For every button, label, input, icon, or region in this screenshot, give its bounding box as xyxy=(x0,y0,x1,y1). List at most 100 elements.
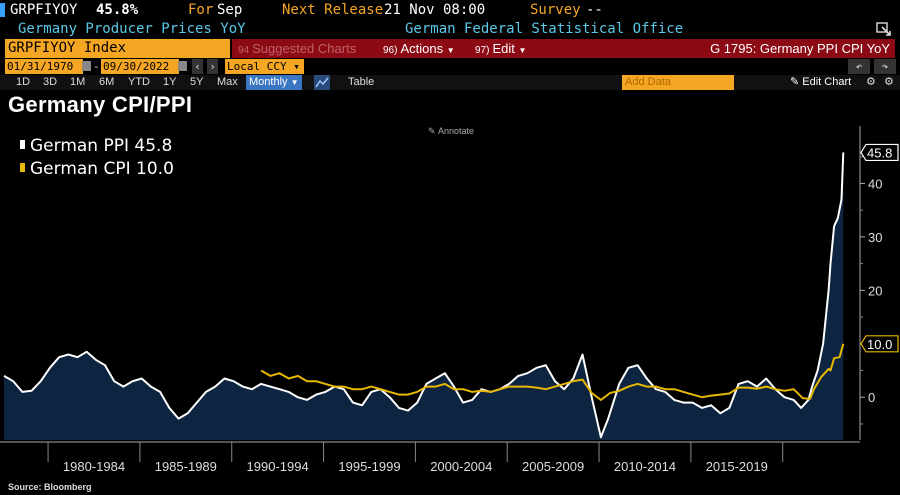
survey-label: Survey xyxy=(530,2,581,18)
edit-label: Edit xyxy=(492,41,515,56)
value-tag-text: 10.0 xyxy=(867,337,892,352)
cpi-legend-label: German CPI 10.0 xyxy=(30,159,174,179)
y-tick-label: 40 xyxy=(868,176,882,191)
value-tag-box xyxy=(860,143,899,162)
ppi-legend-value: 45.8 xyxy=(134,136,172,156)
tab-1y[interactable]: 1Y xyxy=(163,76,177,88)
graph-title: G 1795: Germany PPI CPI YoY xyxy=(710,41,890,56)
cpi-legend-swatch xyxy=(20,163,25,172)
currency-select[interactable]: Local CCY xyxy=(225,59,304,74)
edit-chart-button[interactable]: ✎ Edit Chart xyxy=(790,75,851,90)
ppi-series-line xyxy=(3,152,845,439)
actions-num: 96) xyxy=(383,45,398,56)
menu-bar xyxy=(232,39,895,58)
actions-label: Actions xyxy=(400,41,444,56)
ppi-area-fill xyxy=(4,152,844,440)
range-dash: - xyxy=(93,60,100,73)
suggested-num: 94 xyxy=(238,45,250,56)
edit-button[interactable]: 97) Edit ▼ xyxy=(475,39,526,60)
tab-1m[interactable]: 1M xyxy=(70,76,86,88)
pencil-icon: ✎ xyxy=(790,76,800,88)
x-tick-label: 1995-1999 xyxy=(338,459,400,474)
cpi-legend-value: 10.0 xyxy=(136,159,174,179)
ppi-last-value-label: 45.8 xyxy=(860,143,899,162)
x-tick-label: 1990-1994 xyxy=(247,459,309,474)
ppi-legend-label: German PPI 45.8 xyxy=(30,136,172,156)
source-note: Source: Bloomberg xyxy=(8,482,92,492)
line-chart-icon[interactable] xyxy=(314,75,330,90)
suggested-charts-button[interactable]: 94 Suggested Charts xyxy=(238,39,356,60)
prev-arrow-icon[interactable]: ‹ xyxy=(192,59,203,74)
cpi-series-line xyxy=(260,343,845,401)
start-date-input[interactable]: 01/31/1970 xyxy=(5,59,83,74)
edit-num: 97) xyxy=(475,45,490,56)
y-axis: 01020304045.810.0 xyxy=(859,126,899,440)
next-arrow-icon[interactable]: › xyxy=(207,59,218,74)
period-toolbar: 1D 3D 1M 6M YTD 1Y 5Y Max Monthly ▼ Tabl… xyxy=(0,75,900,90)
ticker-value: 45.8% xyxy=(96,2,139,18)
x-tick-label: 1985-1989 xyxy=(155,459,217,474)
ppi-legend-swatch xyxy=(20,140,25,149)
redo-icon[interactable]: ↷ xyxy=(874,59,896,74)
actions-button[interactable]: 96) Actions ▼ xyxy=(383,39,455,60)
y-tick-label: 30 xyxy=(868,230,882,245)
table-button[interactable]: Table xyxy=(348,76,375,88)
end-date-input[interactable]: 09/30/2022 xyxy=(101,59,179,74)
survey-value: -- xyxy=(586,2,603,18)
frequency-label: Monthly xyxy=(249,76,288,88)
currency-label: Local CCY xyxy=(227,60,287,73)
calendar-icon[interactable] xyxy=(82,61,91,71)
chart-title: Germany CPI/PPI xyxy=(8,92,193,117)
x-tick-label: 2000-2004 xyxy=(430,459,492,474)
x-axis: 1980-1984 1985-1989 1990-1994 1995-1999 2000… xyxy=(0,441,860,474)
description-row: Germany Producer Prices YoY German Feder… xyxy=(0,20,900,38)
for-label: For xyxy=(188,2,214,18)
value-tag-text: 45.8 xyxy=(867,145,892,160)
value-tag-box xyxy=(860,335,899,353)
tab-max[interactable]: Max xyxy=(217,76,238,88)
pencil-icon: ✎ xyxy=(428,126,436,136)
suggested-label: Suggested Charts xyxy=(252,41,357,56)
settings-icon[interactable]: ⚙ xyxy=(866,76,876,88)
chevron-down-icon: ▼ xyxy=(290,78,299,87)
next-release-value: 21 Nov 08:00 xyxy=(384,2,486,18)
chevron-down-icon: ▼ xyxy=(518,46,527,55)
ticker-header: GRPFIYOY 45.8% For Sep Next Release 21 N… xyxy=(0,0,900,20)
x-tick-label: 2010-2014 xyxy=(614,459,676,474)
next-release-label: Next Release xyxy=(282,2,384,18)
for-value: Sep xyxy=(217,2,243,18)
annotate-label: Annotate xyxy=(438,126,474,136)
data-source: German Federal Statistical Office xyxy=(405,21,684,37)
chevron-down-icon[interactable]: ▾ xyxy=(292,59,301,74)
y-tick-label: 0 xyxy=(868,390,875,405)
add-data-input[interactable]: Add Data xyxy=(622,75,734,90)
tab-1d[interactable]: 1D xyxy=(16,76,31,88)
plot-area xyxy=(3,152,845,440)
tab-6m[interactable]: 6M xyxy=(99,76,115,88)
ppi-legend-name: German PPI xyxy=(30,136,129,156)
x-tick-label: 2015-2019 xyxy=(706,459,768,474)
toolbar: GRPFIYOY Index 94 Suggested Charts 96) Act… xyxy=(0,39,900,58)
calendar-icon[interactable] xyxy=(178,61,187,71)
cpi-legend-name: German CPI xyxy=(30,159,131,179)
undo-icon[interactable]: ↶ xyxy=(848,59,870,74)
security-input[interactable]: GRPFIYOY Index xyxy=(5,39,230,58)
gear-icon[interactable]: ⚙ xyxy=(884,76,894,88)
date-range-row: 01/31/1970 - 09/30/2022 ‹ › Local CCY ▾ … xyxy=(0,59,900,74)
frequency-select[interactable]: Monthly ▼ xyxy=(246,75,302,90)
y-tick-label: 20 xyxy=(868,283,882,298)
tab-ytd[interactable]: YTD xyxy=(128,76,150,88)
expand-icon[interactable] xyxy=(876,22,892,36)
ticker-symbol[interactable]: GRPFIYOY xyxy=(0,2,78,18)
chevron-down-icon: ▼ xyxy=(446,46,455,55)
tab-3d[interactable]: 3D xyxy=(43,76,58,88)
x-tick-label: 1980-1984 xyxy=(63,459,125,474)
security-description: Germany Producer Prices YoY xyxy=(18,21,246,37)
legend: German PPI 45.8 German CPI 10.0 xyxy=(20,136,174,179)
edit-chart-label: Edit Chart xyxy=(802,76,852,88)
cpi-last-value-label: 10.0 xyxy=(860,335,899,353)
annotate-button[interactable]: ✎ Annotate xyxy=(428,126,474,136)
tab-5y[interactable]: 5Y xyxy=(190,76,204,88)
x-tick-label: 2005-2009 xyxy=(522,459,584,474)
chart-canvas: ✎ Annotate German PPI 45.8 German CPI 10… xyxy=(0,126,899,474)
